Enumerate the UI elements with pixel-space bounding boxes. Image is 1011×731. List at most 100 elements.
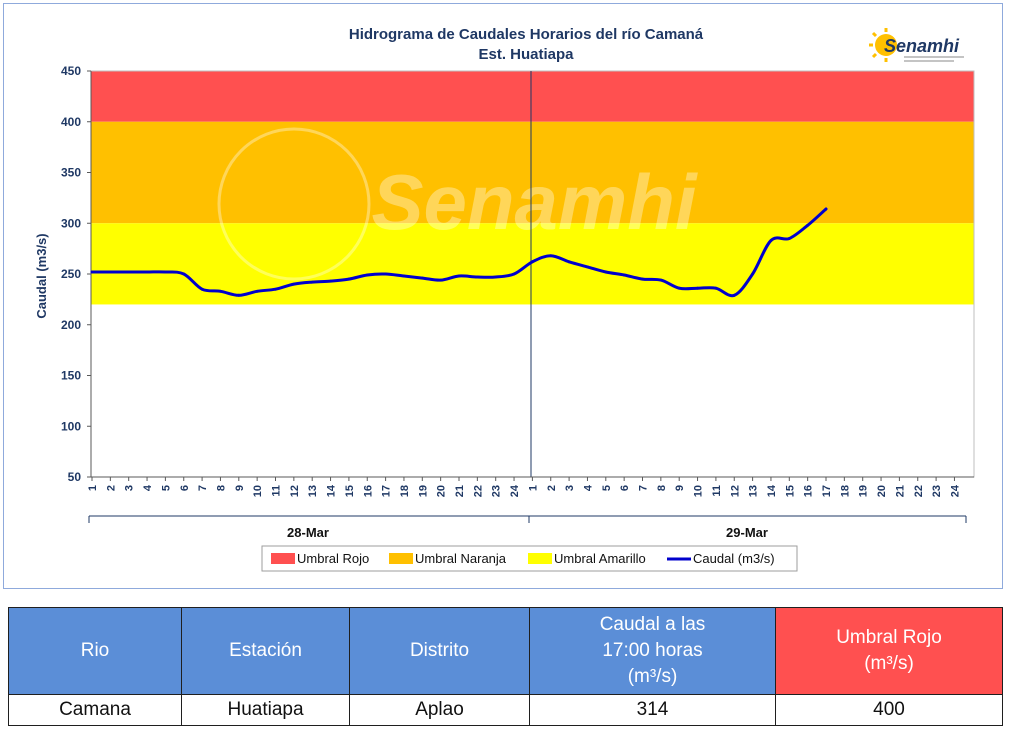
x-tick-label: 15 [344,485,356,497]
x-tick-label: 6 [619,485,631,491]
legend-swatch-amarillo [528,553,552,564]
x-tick-label: 22 [913,485,925,497]
x-tick-label: 16 [803,485,815,497]
x-tick-label: 22 [472,485,484,497]
x-tick-label: 17 [381,485,393,497]
x-tick-label: 4 [582,484,594,491]
header-rio: Rio [8,607,182,695]
y-tick-label: 200 [61,318,81,332]
legend: Umbral Rojo Umbral Naranja Umbral Amaril… [261,545,798,572]
day-label-2: 29-Mar [726,525,768,540]
y-tick-label: 450 [61,64,81,78]
data-point [512,272,516,276]
x-tick-label: 7 [197,485,209,491]
x-tick-label: 6 [179,485,191,491]
legend-label-caudal: Caudal (m3/s) [693,551,775,566]
y-tick-label: 350 [61,166,81,180]
hydrograph-chart: Hidrograma de Caudales Horarios del río … [34,26,975,572]
x-tick-label: 14 [326,484,338,497]
x-tick-label: 14 [766,484,778,497]
day-label-1: 28-Mar [287,525,329,540]
x-tick-label: 24 [509,484,521,497]
y-tick-label: 100 [61,419,81,433]
x-tick-label: 1 [87,485,99,491]
data-point [420,276,424,280]
x-tick-label: 8 [215,485,227,491]
data-point [824,207,828,211]
cell-caudal: 314 [529,694,776,726]
data-point [310,280,314,284]
data-point [787,237,791,240]
x-tick-label: 18 [839,485,851,497]
threshold-band-2 [91,121,974,224]
data-point [696,286,699,290]
data-point [769,239,773,242]
x-tick-label: 9 [674,485,686,491]
x-tick-label: 15 [784,485,796,497]
legend-label-naranja: Umbral Naranja [415,551,507,566]
data-point [255,289,259,293]
data-point [182,272,186,276]
table-row: Camana Huatiapa Aplao 314 400 [8,694,1003,726]
header-caudal: Caudal a las 17:00 horas (m³/s) [529,607,776,695]
x-tick-label: 21 [454,485,466,497]
data-point [567,260,571,264]
x-tick-label: 1 [527,485,539,491]
data-point [549,254,553,258]
data-point [108,270,112,274]
senamhi-watermark: Senamhi [217,127,698,281]
chart-frame: Hidrograma de Caudales Horarios del río … [3,3,1003,589]
x-tick-label: 24 [949,484,961,497]
x-tick-label: 12 [729,485,741,497]
data-point [402,274,406,278]
data-point [347,277,351,281]
series-layer [90,207,828,298]
data-point [806,223,810,227]
x-tick-label: 11 [711,485,723,497]
data-point [586,265,589,269]
x-tick-label: 10 [693,485,705,497]
threshold-band-1 [91,71,974,122]
threshold-band-3 [91,223,974,305]
data-point [732,293,736,297]
y-axis-label: Caudal (m3/s) [34,233,49,318]
data-point [164,270,167,274]
data-point [457,274,461,278]
x-tick-label: 3 [564,485,576,491]
data-point [292,282,296,286]
x-tick-label: 13 [748,485,760,497]
data-point [365,273,369,277]
x-tick-label: 9 [234,485,246,491]
x-tick-label: 2 [105,485,117,491]
x-tick-label: 8 [656,485,668,491]
x-tick-label: 23 [931,485,943,497]
threshold-bands [91,71,974,305]
x-tick-label: 20 [436,485,448,497]
header-umbral-line1: Umbral Rojo [836,627,942,648]
cell-estacion: Huatiapa [181,694,350,726]
watermark-text: Senamhi [371,158,697,246]
legend-swatch-naranja [389,553,413,564]
header-distrito: Distrito [349,607,530,695]
x-axis: 1 2 3 4 5 6 7 8 9 10 11 12 13 14 15 16 17 18 19 20 21 22 23 24 1… [87,476,974,497]
data-point [439,278,443,282]
legend-label-amarillo: Umbral Amarillo [554,551,646,566]
data-point [127,270,131,274]
x-tick-label: 13 [307,485,319,497]
legend-label-rojo: Umbral Rojo [297,551,369,566]
data-point [531,260,534,264]
cell-distrito: Aplao [349,694,530,726]
header-estacion: Estación [181,607,350,695]
senamhi-logo: Senamhi [869,28,964,62]
x-tick-label: 20 [876,485,888,497]
data-point [659,278,663,282]
data-point [475,275,479,279]
x-tick-label: 7 [638,485,650,491]
x-tick-label: 23 [491,485,503,497]
legend-swatch-rojo [271,553,295,564]
data-point [237,293,241,297]
chart-subtitle: Est. Huatiapa [478,46,574,63]
x-tick-label: 4 [142,484,154,491]
cell-umbral: 400 [775,694,1003,726]
x-tick-label: 19 [858,485,870,497]
